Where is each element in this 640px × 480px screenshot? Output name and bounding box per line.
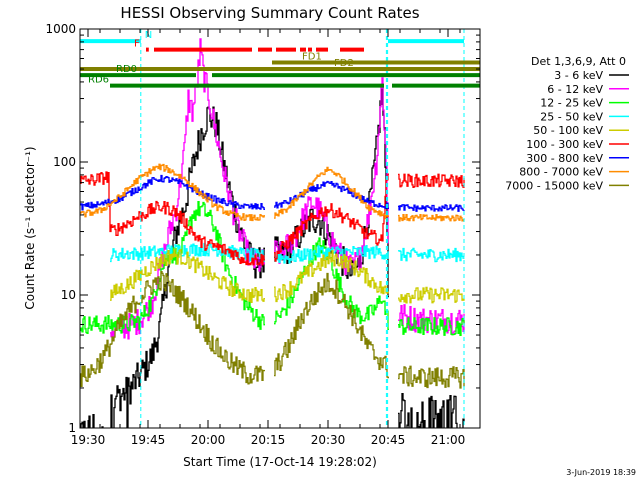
y-tick-label-3: 100 xyxy=(53,155,76,169)
y-axis-label: Count Rate (s⁻¹ detector⁻¹) xyxy=(23,146,37,309)
vertical-marker-layer xyxy=(140,29,465,428)
x-tick-label-2: 19:45 xyxy=(131,433,166,447)
legend-label-9: 7000 - 15000 keV xyxy=(505,179,603,192)
series-line-5 xyxy=(110,248,465,304)
flag-bar-layer: NF FD1 FD2 RD0 RD6 xyxy=(80,30,480,88)
flag-label-f: F xyxy=(134,39,140,50)
x-tick-label-6: 20:45 xyxy=(371,433,406,447)
flag-label-n: N xyxy=(145,30,152,41)
x-tick-label-3: 20:00 xyxy=(191,433,226,447)
flag-label-rd0: RD0 xyxy=(116,64,137,75)
x-axis-label: Start Time (17-Oct-14 19:28:02) xyxy=(183,455,377,469)
legend-label-6: 100 - 300 keV xyxy=(526,138,603,151)
x-tick-label-5: 20:30 xyxy=(311,433,346,447)
x-tick-label-1: 19:30 xyxy=(71,433,106,447)
flag-label-rd6: RD6 xyxy=(88,75,109,86)
y-axis-ticks: 1 10 100 1000 xyxy=(45,22,480,435)
legend-label-5: 50 - 100 keV xyxy=(533,124,603,137)
chart-title: HESSI Observing Summary Count Rates xyxy=(120,4,419,22)
plot-area: NF FD1 FD2 RD0 RD6 19:30 19:45 20:00 20:15 20:30… xyxy=(45,22,481,447)
x-tick-label-4: 20:15 xyxy=(251,433,286,447)
legend-label-2: 6 - 12 keV xyxy=(547,83,603,96)
footer-timestamp: 3-Jun-2019 18:39 xyxy=(566,468,636,477)
legend-label-7: 300 - 800 keV xyxy=(526,152,603,165)
flag-label-fd1: FD1 xyxy=(302,51,322,62)
legend-label-3: 12 - 25 keV xyxy=(540,97,603,110)
y-tick-label-1: 1 xyxy=(68,421,76,435)
legend-header: Det 1,3,6,9, Att 0 xyxy=(531,55,626,68)
x-axis-ticks: 19:30 19:45 20:00 20:15 20:30 20:45 21:00 xyxy=(71,29,481,447)
series-line-8 xyxy=(80,163,465,222)
y-tick-label-4: 1000 xyxy=(45,22,76,36)
series-line-9 xyxy=(80,270,465,389)
flag-label-fd2: FD2 xyxy=(334,58,354,69)
legend-label-1: 3 - 6 keV xyxy=(554,69,603,82)
series-layer xyxy=(80,38,465,428)
x-tick-label-7: 21:00 xyxy=(431,433,466,447)
legend-label-4: 25 - 50 keV xyxy=(540,110,603,123)
series-line-6 xyxy=(80,171,465,266)
legend-label-8: 800 - 7000 keV xyxy=(519,166,603,179)
y-tick-label-2: 10 xyxy=(61,288,76,302)
